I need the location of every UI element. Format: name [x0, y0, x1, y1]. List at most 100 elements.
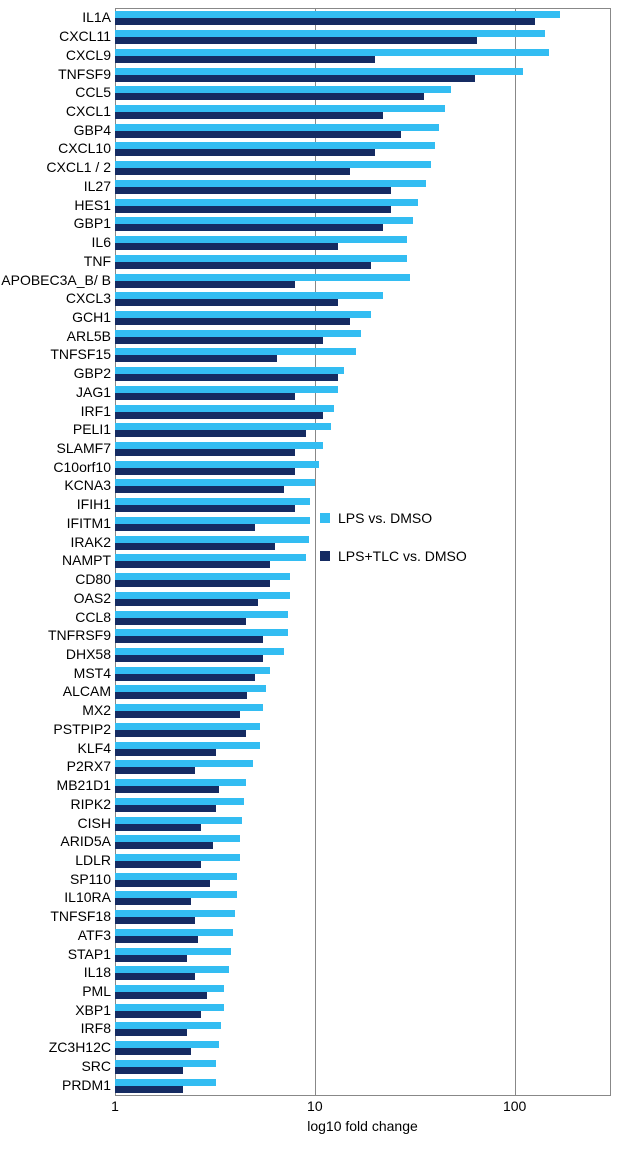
bar-series-b	[115, 543, 275, 550]
y-category-label: GBP4	[74, 123, 111, 137]
bar-series-a	[115, 161, 431, 168]
bar-series-a	[115, 629, 288, 636]
y-category-label: CXCL10	[58, 141, 111, 155]
bar-series-b	[115, 468, 295, 475]
bar-series-b	[115, 187, 391, 194]
bar-series-b	[115, 842, 213, 849]
y-category-label: APOBEC3A_B/ B	[1, 273, 111, 287]
bar-series-b	[115, 449, 295, 456]
y-category-label: GBP2	[74, 366, 111, 380]
bar-series-b	[115, 730, 246, 737]
bar-series-a	[115, 536, 309, 543]
bar-series-a	[115, 442, 323, 449]
bar-series-a	[115, 49, 549, 56]
bar-series-b	[115, 393, 295, 400]
bar-series-a	[115, 704, 263, 711]
bar-series-b	[115, 1048, 191, 1055]
y-category-label: PELI1	[73, 422, 111, 436]
bar-series-a	[115, 592, 290, 599]
bar-series-b	[115, 149, 375, 156]
y-category-label: P2RX7	[67, 759, 111, 773]
bar-series-a	[115, 86, 451, 93]
bar-series-b	[115, 580, 270, 587]
bar-series-b	[115, 599, 258, 606]
y-category-label: SRC	[81, 1059, 111, 1073]
legend-swatch-b	[320, 551, 330, 561]
y-category-label: ZC3H12C	[49, 1040, 111, 1054]
bar-series-b	[115, 430, 306, 437]
bar-series-a	[115, 68, 523, 75]
y-category-label: GCH1	[72, 310, 111, 324]
bar-series-a	[115, 517, 310, 524]
bar-series-a	[115, 30, 545, 37]
bar-series-b	[115, 749, 216, 756]
gridline	[515, 9, 516, 1095]
bar-series-b	[115, 75, 475, 82]
legend-label-b: LPS+TLC vs. DMSO	[338, 548, 467, 564]
bar-series-b	[115, 955, 187, 962]
y-category-label: PRDM1	[62, 1078, 111, 1092]
bar-series-a	[115, 1041, 219, 1048]
legend-item-b: LPS+TLC vs. DMSO	[320, 548, 467, 564]
legend-swatch-a	[320, 513, 330, 523]
bar-series-b	[115, 1067, 183, 1074]
y-category-label: IL18	[84, 965, 111, 979]
bar-series-a	[115, 1022, 221, 1029]
bar-series-b	[115, 299, 338, 306]
bar-series-b	[115, 880, 210, 887]
bar-series-b	[115, 618, 246, 625]
bar-series-b	[115, 824, 201, 831]
y-category-label: DHX58	[66, 647, 111, 661]
y-category-label: TNFSF9	[58, 67, 111, 81]
bar-series-a	[115, 760, 253, 767]
bar-series-a	[115, 742, 260, 749]
bar-series-a	[115, 142, 435, 149]
bar-series-b	[115, 262, 371, 269]
bar-series-a	[115, 948, 231, 955]
bar-series-a	[115, 11, 560, 18]
bar-series-b	[115, 898, 191, 905]
bar-series-a	[115, 236, 407, 243]
bar-series-b	[115, 767, 195, 774]
bar-series-b	[115, 56, 375, 63]
y-category-label: HES1	[74, 198, 111, 212]
bar-series-a	[115, 330, 361, 337]
y-category-label: IL10RA	[64, 890, 111, 904]
y-category-label: CXCL9	[66, 48, 111, 62]
y-category-label: TNFSF15	[50, 347, 111, 361]
bar-series-b	[115, 973, 195, 980]
y-category-label: MX2	[82, 703, 111, 717]
bar-series-b	[115, 524, 255, 531]
y-category-label: IRF1	[81, 404, 111, 418]
bar-series-a	[115, 124, 439, 131]
y-category-label: IL6	[92, 235, 111, 249]
bar-series-a	[115, 180, 426, 187]
y-category-label: IL27	[84, 179, 111, 193]
bar-series-a	[115, 367, 344, 374]
bar-series-a	[115, 891, 237, 898]
y-category-label: CD80	[75, 572, 111, 586]
bar-series-b	[115, 224, 383, 231]
bar-series-a	[115, 798, 244, 805]
bar-series-a	[115, 648, 284, 655]
bar-series-b	[115, 674, 255, 681]
bar-series-b	[115, 131, 401, 138]
y-category-label: KLF4	[78, 741, 111, 755]
bar-series-b	[115, 243, 338, 250]
y-category-label: TNFRSF9	[48, 628, 111, 642]
legend-item-a: LPS vs. DMSO	[320, 510, 467, 526]
y-category-label: MB21D1	[57, 778, 111, 792]
bar-series-a	[115, 498, 310, 505]
y-category-label: MST4	[74, 666, 111, 680]
bar-series-a	[115, 779, 246, 786]
bar-series-a	[115, 292, 383, 299]
bar-series-b	[115, 486, 284, 493]
y-category-label: NAMPT	[62, 553, 111, 567]
bar-series-b	[115, 917, 195, 924]
y-category-label: ARID5A	[60, 834, 111, 848]
y-category-label: SP110	[70, 872, 111, 886]
y-category-label: IFIH1	[77, 497, 111, 511]
bar-series-a	[115, 854, 240, 861]
bar-series-b	[115, 337, 323, 344]
bar-series-b	[115, 992, 207, 999]
